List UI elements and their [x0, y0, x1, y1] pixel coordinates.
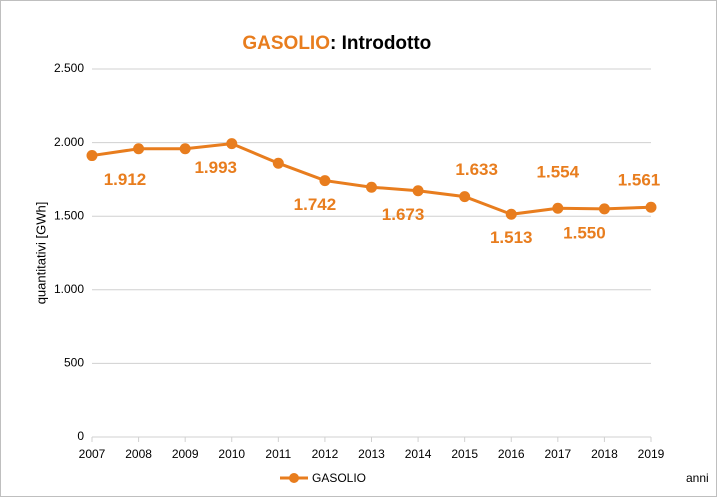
data-point: [412, 185, 424, 197]
y-tick-label: 1.000: [54, 282, 84, 296]
data-point: [319, 175, 331, 187]
x-tick-label: 2010: [218, 447, 245, 461]
x-tick-label: 2008: [125, 447, 152, 461]
data-label: 1.633: [455, 160, 498, 179]
data-point: [366, 181, 377, 193]
x-tick-label: 2014: [405, 447, 432, 461]
data-label: 1.912: [104, 170, 147, 189]
x-tick-label: 2019: [638, 447, 665, 461]
data-point: [179, 143, 191, 155]
x-tick-label: 2016: [498, 447, 525, 461]
data-point: [86, 150, 98, 162]
chart-title: : Introdotto: [330, 33, 431, 54]
x-tick-label: 2015: [451, 447, 478, 461]
data-point: [552, 202, 564, 214]
y-tick-label: 0: [77, 429, 84, 443]
data-point: [645, 201, 657, 213]
data-point: [598, 203, 610, 215]
data-label: 1.513: [490, 228, 533, 247]
data-label: 1.554: [537, 163, 580, 182]
x-tick-label: 2009: [172, 447, 199, 461]
chart-title-highlight: GASOLIO: [242, 33, 330, 54]
data-point: [272, 157, 284, 169]
y-tick-label: 500: [64, 356, 84, 370]
y-axis-label: quantitativi [GWh]: [33, 202, 48, 305]
data-label: 1.742: [294, 195, 337, 214]
data-point: [459, 191, 471, 203]
legend-marker: [289, 473, 299, 483]
x-tick-label: 2011: [265, 447, 291, 461]
x-tick-label: 2013: [358, 447, 385, 461]
y-tick-label: 2.500: [54, 61, 84, 75]
data-label: 1.550: [563, 223, 606, 242]
data-point: [505, 208, 517, 220]
x-tick-label: 2017: [544, 447, 571, 461]
data-point: [133, 143, 145, 155]
legend-label: GASOLIO: [312, 471, 366, 485]
data-label: 1.673: [382, 205, 425, 224]
data-label: 1.561: [618, 171, 661, 190]
data-point: [226, 138, 238, 150]
data-label: 1.993: [194, 158, 237, 177]
x-tick-label: 2012: [312, 447, 339, 461]
x-tick-label: 2018: [591, 447, 618, 461]
x-axis-label: anni: [686, 471, 709, 485]
x-tick-label: 2007: [79, 447, 106, 461]
y-tick-label: 2.000: [54, 135, 84, 149]
y-tick-label: 1.500: [54, 208, 84, 222]
